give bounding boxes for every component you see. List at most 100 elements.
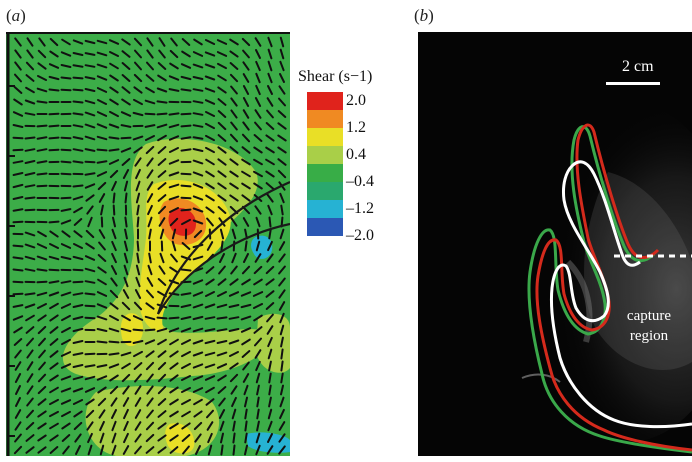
velocity-vector: [72, 195, 84, 201]
velocity-vector: [240, 303, 252, 309]
velocity-vector: [169, 49, 179, 59]
velocity-vector: [49, 338, 59, 346]
velocity-vector: [146, 409, 154, 419]
velocity-vector: [109, 51, 119, 57]
velocity-vector: [168, 327, 180, 333]
velocity-vector: [279, 36, 285, 48]
velocity-vector: [36, 100, 48, 104]
velocity-vector: [96, 111, 108, 117]
velocity-vector: [169, 410, 179, 418]
velocity-vector: [60, 363, 72, 369]
velocity-vector: [72, 255, 84, 261]
velocity-vector: [62, 445, 70, 455]
velocity-vector: [84, 267, 96, 273]
velocity-vector: [267, 85, 273, 95]
velocity-vector: [280, 348, 284, 360]
velocity-vector: [122, 289, 130, 299]
velocity-vector: [73, 421, 83, 431]
velocity-vector: [85, 409, 95, 419]
velocity-vector: [72, 387, 84, 393]
velocity-vector: [252, 291, 264, 297]
velocity-vector: [72, 340, 84, 344]
velocity-vector: [169, 362, 179, 370]
velocity-vector: [72, 184, 84, 188]
velocity-vector: [14, 433, 22, 443]
velocity-vector: [48, 75, 60, 81]
velocity-vector: [171, 228, 177, 240]
velocity-vector: [26, 385, 34, 395]
velocity-vector: [242, 61, 250, 71]
velocity-vector: [181, 398, 191, 406]
velocity-vector: [157, 205, 167, 215]
velocity-vector: [255, 60, 261, 72]
velocity-vector: [49, 398, 59, 406]
velocity-vector: [277, 110, 287, 118]
colorbar-segment: [307, 146, 343, 164]
velocity-vector: [267, 348, 273, 360]
velocity-vector: [84, 375, 96, 381]
velocity-vector: [180, 304, 192, 308]
shear-region-yellow: [120, 313, 144, 347]
velocity-vector: [49, 243, 59, 249]
velocity-vector: [192, 171, 204, 177]
velocity-vector: [84, 183, 96, 189]
velocity-vector: [132, 315, 144, 321]
velocity-vector: [48, 220, 60, 224]
velocity-vector: [159, 252, 165, 264]
velocity-vector: [231, 396, 237, 408]
velocity-vector: [36, 243, 48, 249]
velocity-vector: [169, 207, 179, 213]
velocity-vector: [37, 446, 47, 454]
velocity-vector: [228, 339, 240, 345]
velocity-vector: [230, 97, 238, 107]
velocity-vector: [171, 240, 177, 252]
velocity-vector: [96, 315, 108, 321]
velocity-vector: [96, 63, 108, 69]
velocity-vector: [157, 62, 167, 70]
velocity-vector: [229, 158, 239, 166]
velocity-vector: [217, 206, 227, 214]
velocity-vector: [99, 432, 105, 444]
velocity-vector: [121, 301, 131, 311]
velocity-vector: [181, 50, 191, 58]
velocity-vector: [168, 316, 180, 320]
velocity-vector: [255, 216, 261, 228]
velocity-vector: [97, 181, 107, 191]
velocity-vector: [241, 194, 251, 202]
velocity-vector: [255, 49, 261, 59]
velocity-vector: [60, 76, 72, 80]
velocity-vector: [169, 217, 179, 227]
velocity-vector: [157, 158, 167, 166]
shear-colorbar: [307, 92, 343, 236]
velocity-vector: [123, 264, 129, 276]
velocity-vector: [60, 399, 72, 405]
velocity-vector: [13, 98, 23, 106]
velocity-vector: [72, 315, 84, 321]
velocity-vector: [220, 444, 224, 456]
velocity-vector: [205, 386, 215, 394]
velocity-vector: [37, 398, 47, 406]
velocity-vector: [26, 49, 34, 59]
velocity-vector: [37, 373, 47, 383]
velocity-vector: [85, 194, 95, 202]
velocity-vector: [268, 216, 272, 228]
velocity-vector: [254, 337, 262, 347]
velocity-vector: [241, 37, 251, 47]
velocity-vector: [14, 349, 22, 359]
velocity-vector: [147, 204, 153, 216]
outline-red: [535, 123, 692, 452]
velocity-vector: [108, 327, 120, 333]
velocity-vector: [158, 37, 166, 47]
velocity-vector: [133, 350, 143, 358]
velocity-vector: [136, 204, 140, 216]
velocity-vector: [268, 396, 272, 408]
velocity-vector: [146, 37, 154, 47]
velocity-vector: [268, 228, 272, 240]
velocity-vector: [122, 397, 130, 407]
velocity-vector: [73, 230, 83, 238]
velocity-vector: [134, 373, 142, 383]
velocity-vector: [240, 327, 252, 333]
velocity-vector: [279, 73, 285, 83]
velocity-vector: [134, 433, 142, 443]
velocity-vector: [244, 396, 248, 408]
